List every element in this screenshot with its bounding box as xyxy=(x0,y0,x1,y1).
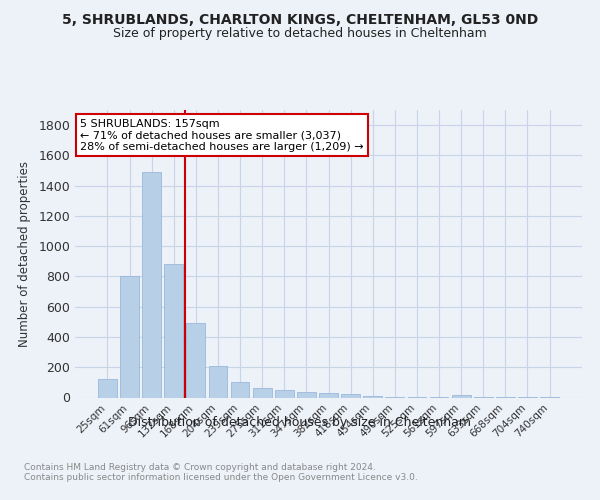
Bar xyxy=(297,392,316,398)
Text: Size of property relative to detached houses in Cheltenham: Size of property relative to detached ho… xyxy=(113,28,487,40)
Text: Distribution of detached houses by size in Cheltenham: Distribution of detached houses by size … xyxy=(128,416,472,429)
Bar xyxy=(452,395,470,398)
Bar xyxy=(164,264,183,398)
Bar xyxy=(319,394,338,398)
Bar xyxy=(209,366,227,398)
Bar xyxy=(120,276,139,398)
Bar xyxy=(407,397,427,398)
Bar xyxy=(253,388,272,398)
Text: 5, SHRUBLANDS, CHARLTON KINGS, CHELTENHAM, GL53 0ND: 5, SHRUBLANDS, CHARLTON KINGS, CHELTENHA… xyxy=(62,12,538,26)
Bar xyxy=(341,394,360,398)
Bar xyxy=(142,172,161,398)
Text: 5 SHRUBLANDS: 157sqm
← 71% of detached houses are smaller (3,037)
28% of semi-de: 5 SHRUBLANDS: 157sqm ← 71% of detached h… xyxy=(80,118,364,152)
Bar xyxy=(98,378,117,398)
Y-axis label: Number of detached properties: Number of detached properties xyxy=(19,161,31,347)
Bar xyxy=(364,396,382,398)
Bar xyxy=(275,390,293,398)
Bar xyxy=(385,396,404,398)
Bar xyxy=(187,324,205,398)
Bar xyxy=(230,382,250,398)
Text: Contains HM Land Registry data © Crown copyright and database right 2024.
Contai: Contains HM Land Registry data © Crown c… xyxy=(24,462,418,482)
